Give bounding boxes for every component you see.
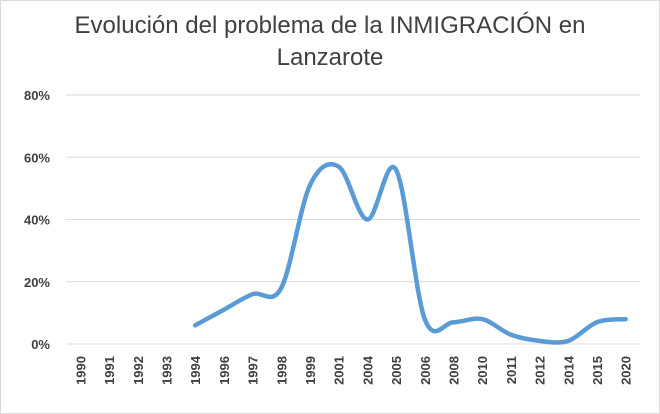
x-tick-label: 1992 [131,356,146,385]
chart-title: Evolución del problema de la INMIGRACIÓN… [0,10,660,74]
x-tick-label: 2005 [389,356,404,385]
y-tick-label: 80% [24,88,50,103]
series-line [192,162,628,345]
x-tick-label: 2006 [418,356,433,385]
x-tick-label: 2011 [504,356,519,384]
x-tick-label: 2001 [332,356,347,385]
x-tick-label: 2014 [561,355,576,385]
y-tick-label: 20% [24,275,50,290]
x-tick-label: 2020 [619,356,634,385]
x-tick-label: 1991 [102,356,117,385]
x-tick-label: 2004 [360,355,375,385]
y-axis-ticks: 0% 20% 40% 60% 80% [24,88,50,352]
x-tick-label: 2015 [590,356,605,385]
y-tick-label: 40% [24,213,50,228]
x-tick-label: 1990 [73,356,88,385]
chart-title-line2: Lanzarote [276,44,384,71]
x-tick-label: 2010 [475,356,490,385]
x-axis-ticks: 1990 1991 1992 1993 1994 1996 1997 1998 1999 2001… [73,355,633,385]
x-tick-label: 1996 [217,356,232,385]
x-tick-label: 1993 [159,356,174,385]
x-tick-label: 1998 [274,356,289,385]
gridlines [66,94,640,345]
x-tick-label: 1994 [188,355,203,385]
series-layer [192,162,628,345]
x-tick-label: 1997 [246,356,261,385]
x-tick-label: 1999 [303,356,318,385]
y-tick-label: 0% [31,337,50,352]
x-tick-label: 2008 [446,356,461,385]
chart-title-line1: Evolución del problema de la INMIGRACIÓN… [74,12,586,39]
y-tick-label: 60% [24,150,50,165]
x-tick-label: 2012 [533,356,548,385]
